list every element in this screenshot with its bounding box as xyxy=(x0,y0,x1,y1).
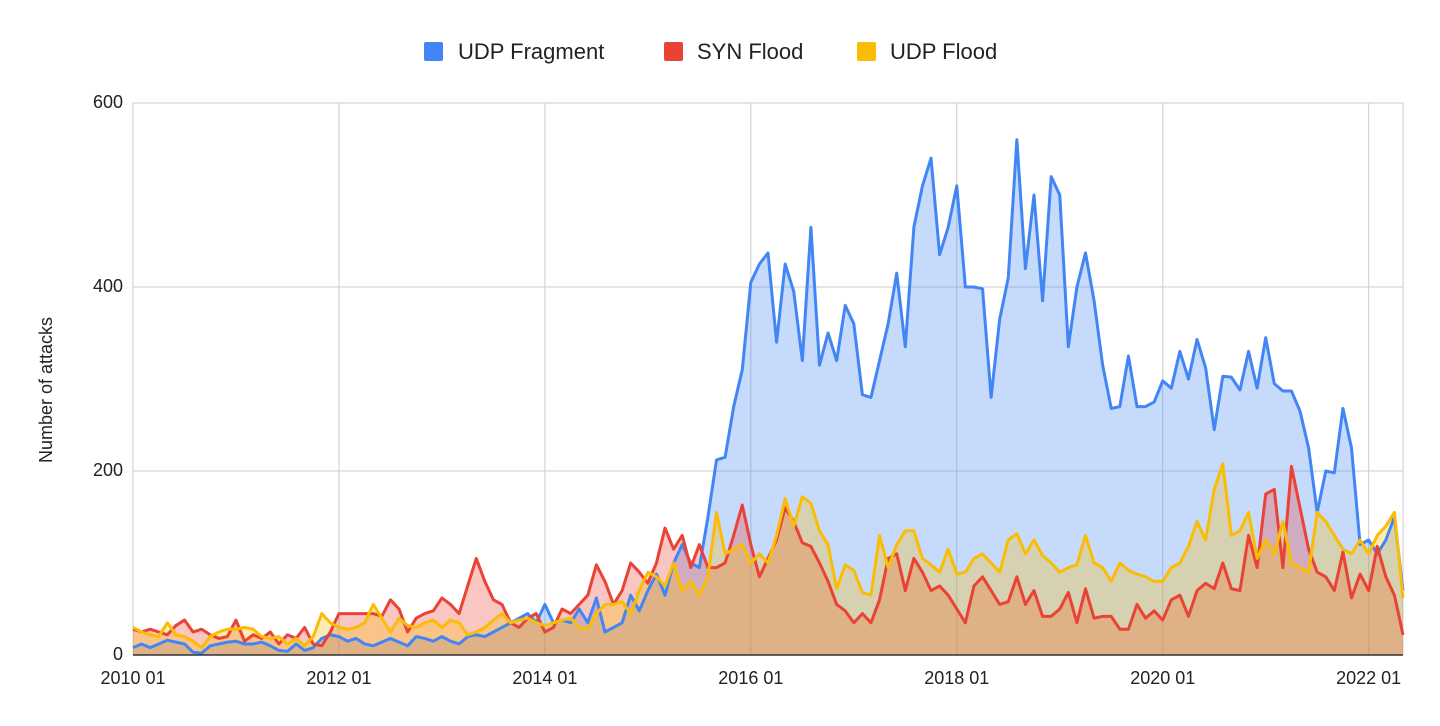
x-tick-label: 2020 01 xyxy=(1130,668,1195,688)
legend-label: UDP Flood xyxy=(890,39,997,64)
area-line xyxy=(132,138,1405,655)
legend-swatch xyxy=(857,42,876,61)
legend-label: UDP Fragment xyxy=(458,39,604,64)
y-axis-title: Number of attacks xyxy=(36,317,56,463)
x-tick-label: 2018 01 xyxy=(924,668,989,688)
x-tick-label: 2010 01 xyxy=(100,668,165,688)
legend: UDP Fragment SYN Flood UDP Flood xyxy=(424,39,997,64)
x-tick-label: 2022 01 xyxy=(1336,668,1401,688)
lines xyxy=(132,138,1405,655)
y-tick-label: 200 xyxy=(93,460,123,480)
legend-swatch xyxy=(664,42,683,61)
y-tick-label: 400 xyxy=(93,276,123,296)
area-fill xyxy=(133,463,1403,655)
area-fill xyxy=(133,139,1403,656)
legend-swatch xyxy=(424,42,443,61)
x-tick-label: 2016 01 xyxy=(718,668,783,688)
area-line xyxy=(132,462,1405,650)
y-tick-label: 600 xyxy=(93,92,123,112)
x-tick-label: 2014 01 xyxy=(512,668,577,688)
legend-label: SYN Flood xyxy=(697,39,803,64)
y-tick-label: 0 xyxy=(113,644,123,664)
x-tick-label: 2012 01 xyxy=(306,668,371,688)
areas xyxy=(133,139,1403,656)
